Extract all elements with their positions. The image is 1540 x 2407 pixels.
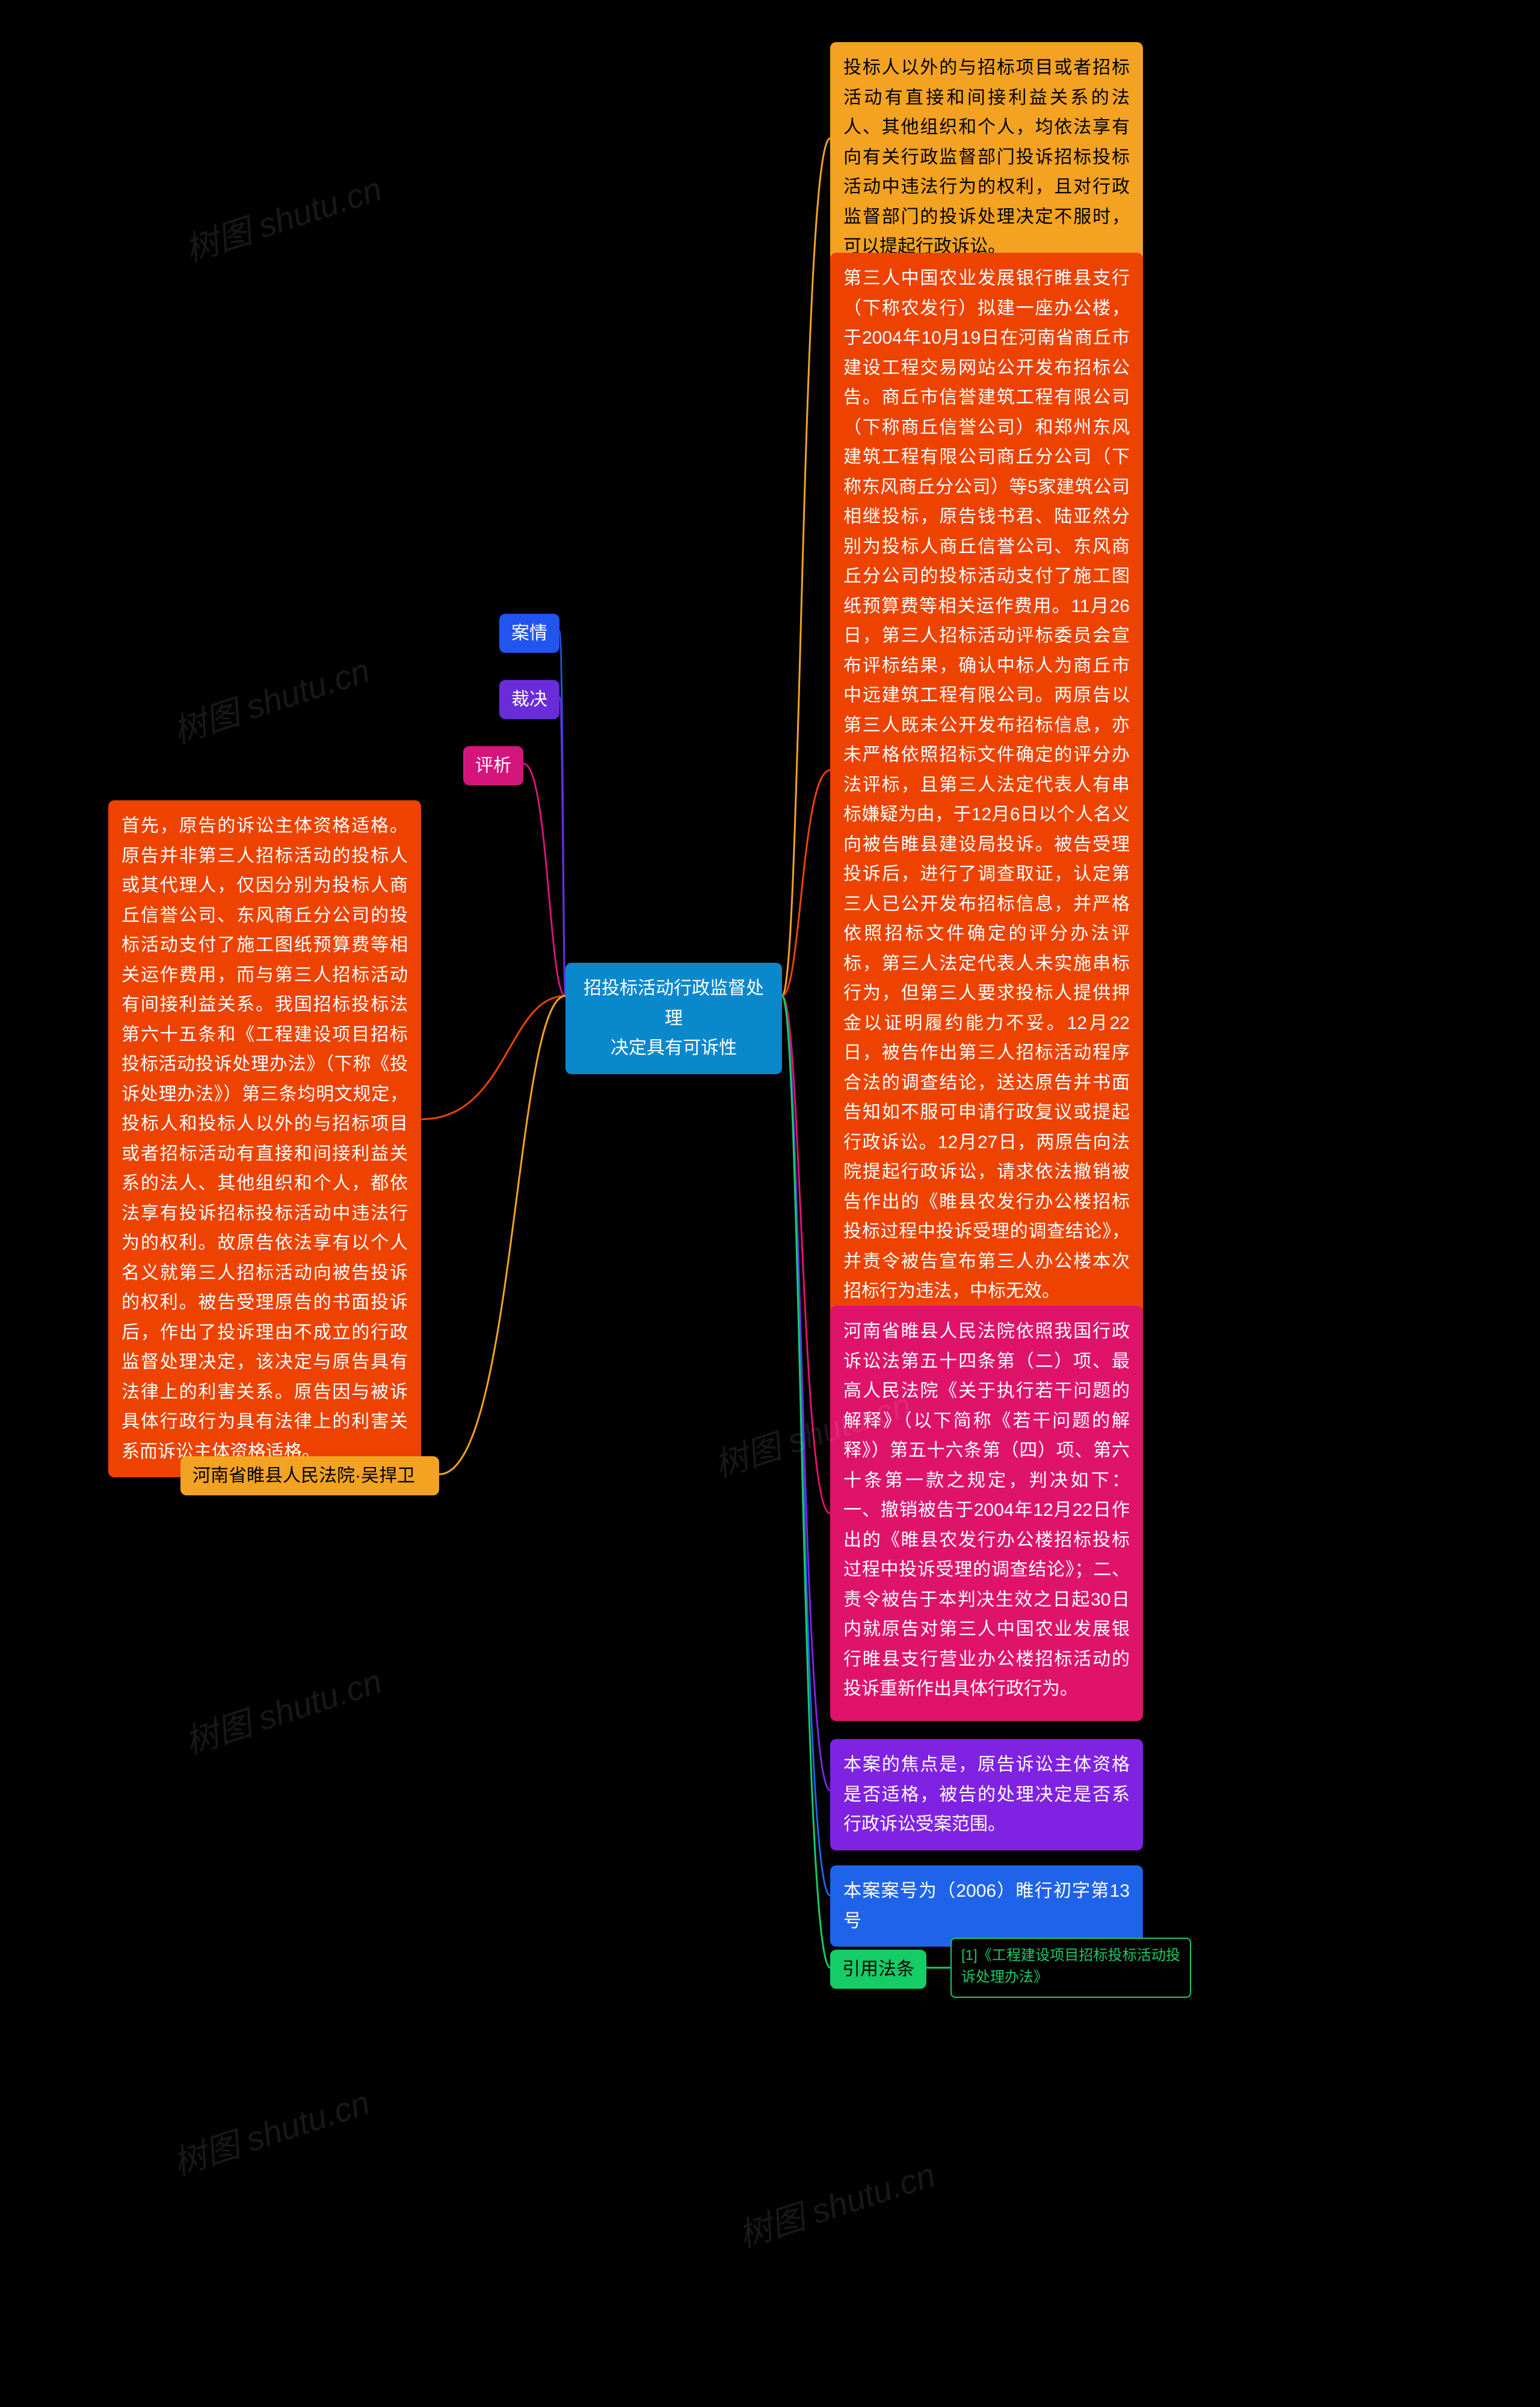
node-facts[interactable]: 第三人中国农业发展银行睢县支行（下称农发行）拟建一座办公楼，于2004年10月1…: [830, 253, 1143, 1317]
watermark: 树图 shutu.cn: [178, 162, 387, 272]
node-judgment[interactable]: 河南省睢县人民法院依照我国行政诉讼法第五十四条第（二）项、最高人民法院《关于执行…: [830, 1306, 1143, 1721]
root-node[interactable]: 招投标活动行政监督处理 决定具有可诉性: [565, 963, 782, 1074]
node-anqing[interactable]: 案情: [499, 614, 559, 653]
node-author[interactable]: 河南省睢县人民法院·吴捍卫: [180, 1456, 439, 1495]
node-focus[interactable]: 本案的焦点是，原告诉讼主体资格是否适格，被告的处理决定是否系行政诉讼受案范围。: [830, 1739, 1143, 1850]
node-cited-law-label[interactable]: 引用法条: [830, 1950, 926, 1989]
watermark: 树图 shutu.cn: [166, 644, 375, 753]
node-caijue[interactable]: 裁决: [499, 680, 559, 719]
watermark: 树图 shutu.cn: [166, 2076, 375, 2186]
watermark: 树图 shutu.cn: [178, 1655, 387, 1764]
node-analysis[interactable]: 首先，原告的诉讼主体资格适格。原告并非第三人招标活动的投标人或其代理人，仅因分别…: [108, 800, 421, 1477]
node-pingxi[interactable]: 评析: [463, 746, 523, 785]
node-case-number[interactable]: 本案案号为（2006）睢行初字第13号: [830, 1865, 1143, 1947]
watermark: 树图 shutu.cn: [732, 2148, 941, 2258]
node-summary[interactable]: 投标人以外的与招标项目或者招标活动有直接和间接利益关系的法人、其他组织和个人，均…: [830, 42, 1143, 273]
node-cited-law-value[interactable]: [1]《工程建设项目招标投标活动投诉处理办法》: [950, 1938, 1191, 1998]
